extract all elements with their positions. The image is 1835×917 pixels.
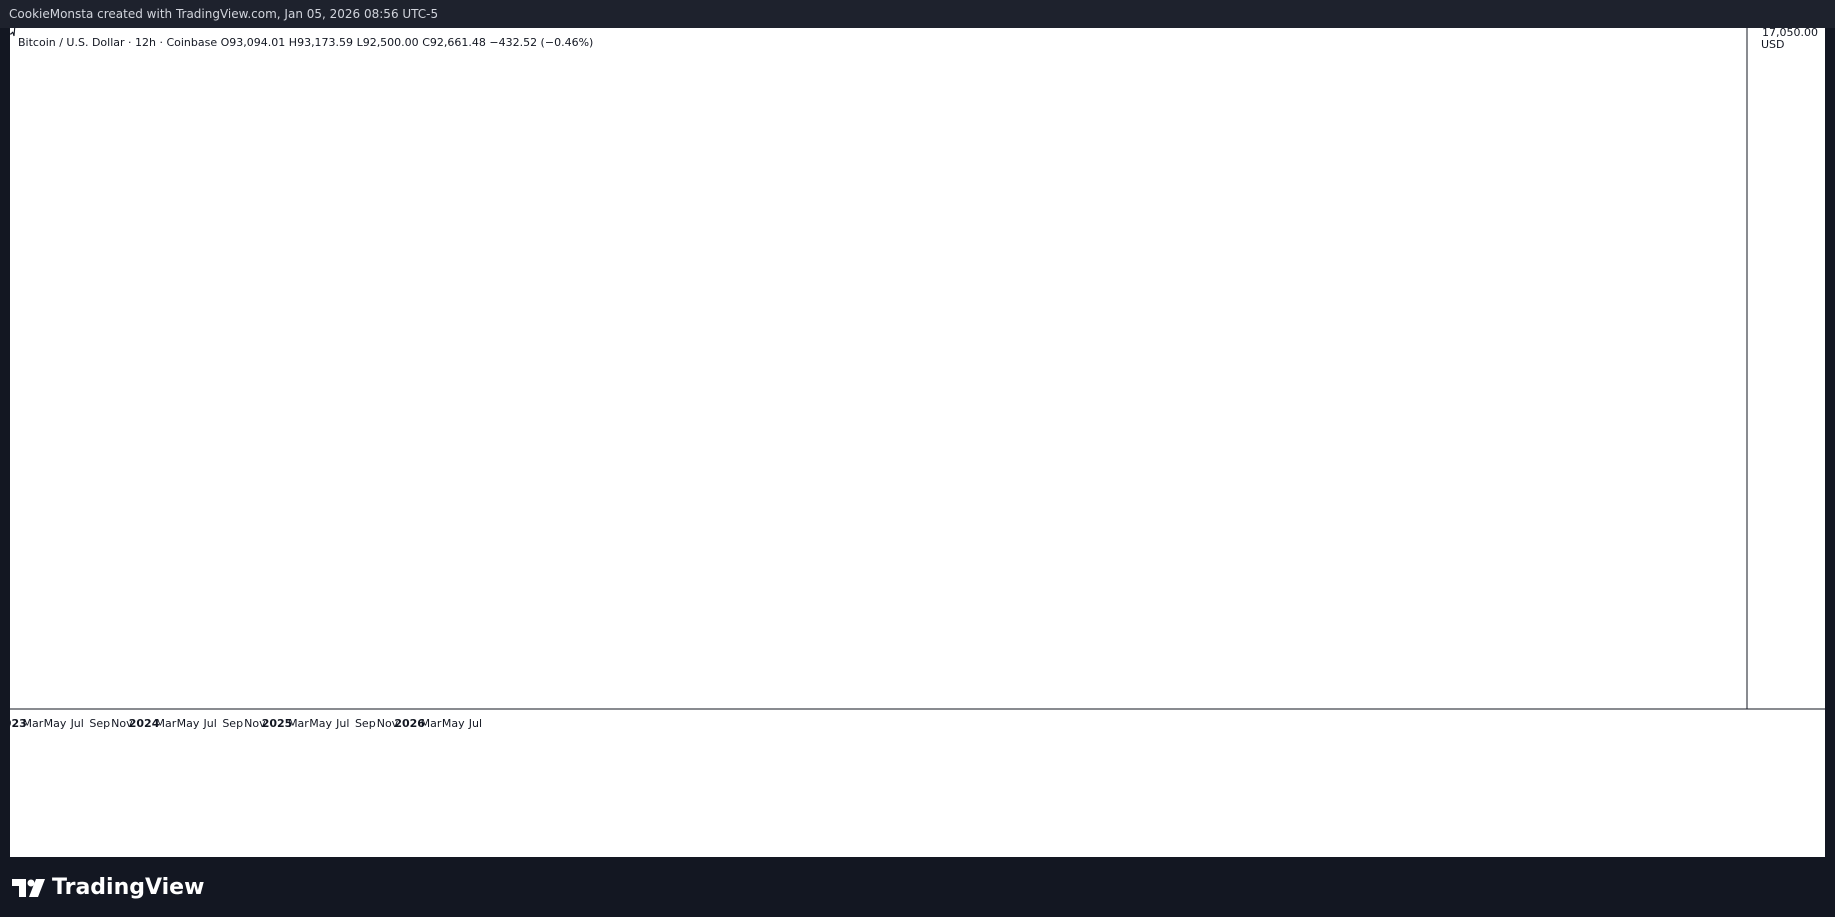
time-tick-label: Mar (421, 717, 442, 730)
time-tick-label: 2023 (10, 717, 27, 730)
time-tick-label: 2025 (262, 717, 293, 730)
close-value: C92,661.48 (422, 36, 486, 49)
time-tick-label: May (177, 717, 200, 730)
chart-area[interactable]: 120,000.00108,000.0096,000.0080,000.0072… (10, 28, 1825, 857)
time-tick-label: Jul (335, 717, 349, 730)
time-tick-label: 2026 (394, 717, 425, 730)
attribution-text: CookieMonsta created with TradingView.co… (9, 7, 439, 21)
tradingview-logo-icon (12, 878, 45, 897)
low-value: L92,500.00 (356, 36, 419, 49)
open-value: O93,094.01 (220, 36, 286, 49)
time-tick-label: Nov (244, 717, 266, 730)
price-tick-label: 18,650.00 (1762, 28, 1818, 29)
symbol-info: Bitcoin / U.S. Dollar · 12h · Coinbase O… (18, 36, 593, 49)
time-tick-label: May (309, 717, 332, 730)
time-tick-label: 2024 (129, 717, 160, 730)
price-series (10, 28, 16, 37)
time-tick-label: Nov (111, 717, 133, 730)
tradingview-logo[interactable]: TradingView (12, 875, 204, 900)
price-chart[interactable]: 120,000.00108,000.0096,000.0080,000.0072… (10, 28, 1825, 857)
time-tick-label: Mar (155, 717, 176, 730)
time-tick-label: Jul (468, 717, 482, 730)
price-tick-label: 17,050.00 (1762, 28, 1818, 39)
time-tick-label: May (442, 717, 465, 730)
time-tick-label: Mar (23, 717, 44, 730)
time-tick-label: Nov (377, 717, 399, 730)
change-value: −432.52 (−0.46%) (489, 36, 594, 49)
attribution-bar: CookieMonsta created with TradingView.co… (0, 0, 1835, 28)
symbol-name: Bitcoin / U.S. Dollar · 12h · Coinbase (18, 36, 218, 49)
currency-label: USD (1761, 38, 1785, 51)
time-tick-label: Sep (355, 717, 376, 730)
footer: TradingView (0, 857, 1835, 917)
high-value: H93,173.59 (288, 36, 354, 49)
brand-name: TradingView (52, 875, 205, 900)
time-tick-label: Jul (203, 717, 217, 730)
time-tick-label: Sep (89, 717, 110, 730)
time-tick-label: Jul (70, 717, 84, 730)
time-tick-label: May (44, 717, 67, 730)
time-tick-label: Sep (222, 717, 243, 730)
time-tick-label: Mar (288, 717, 309, 730)
